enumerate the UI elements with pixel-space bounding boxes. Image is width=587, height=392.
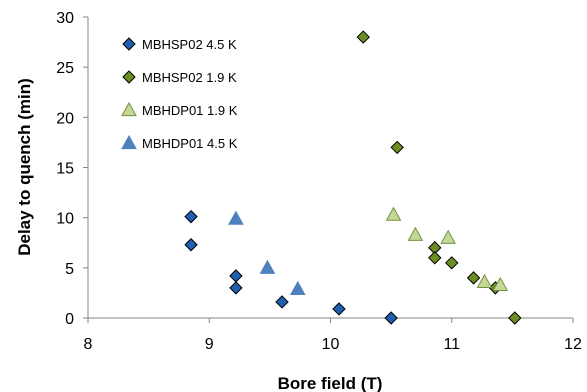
data-point <box>385 206 402 221</box>
data-point <box>466 271 481 285</box>
data-point <box>407 226 424 241</box>
y-axis-title: Delay to quench (min) <box>15 78 34 256</box>
legend-marker <box>122 70 136 84</box>
data-point <box>332 302 346 316</box>
y-tick-label: 10 <box>56 211 74 228</box>
legend-item: MBHDP01 4.5 K <box>121 134 238 151</box>
y-tick-label: 5 <box>65 261 74 278</box>
x-tick-label: 9 <box>205 336 214 353</box>
data-point <box>184 209 198 224</box>
y-tick-label: 20 <box>56 110 74 127</box>
data-point <box>275 295 289 309</box>
data-point <box>390 140 404 155</box>
data-point <box>476 273 493 288</box>
x-tick-label: 11 <box>443 336 460 353</box>
legend-label: MBHDP01 1.9 K <box>142 103 238 118</box>
axes <box>83 16 574 323</box>
series-2 <box>356 30 522 325</box>
data-point <box>289 280 306 296</box>
legend-marker <box>121 101 137 117</box>
legend-label: MBHDP01 4.5 K <box>142 136 238 151</box>
legend-item: MBHSP02 4.5 K <box>122 37 237 52</box>
data-point <box>228 210 244 225</box>
data-point <box>259 259 276 274</box>
data-points <box>184 30 522 325</box>
data-point <box>440 229 456 244</box>
series-4 <box>228 210 306 296</box>
data-point <box>356 30 370 44</box>
data-point <box>492 276 509 291</box>
y-tick-label: 0 <box>65 311 74 328</box>
data-point <box>384 311 398 325</box>
legend-marker <box>121 134 137 150</box>
legend-item: MBHSP02 1.9 K <box>122 70 237 85</box>
x-tick-label: 8 <box>84 336 93 353</box>
legend: MBHSP02 4.5 K MBHSP02 1.9 K MBHDP01 1.9 K M… <box>121 37 238 151</box>
y-tick-label: 30 <box>56 10 74 27</box>
y-tick-label: 15 <box>56 161 74 178</box>
x-tick-label: 12 <box>564 336 582 353</box>
legend-item: MBHDP01 1.9 K <box>121 101 238 118</box>
x-tick-label: 10 <box>322 336 340 353</box>
data-point <box>445 256 459 270</box>
data-point <box>428 251 442 265</box>
legend-label: MBHSP02 4.5 K <box>142 37 237 52</box>
tick-labels: 0 5 10 15 20 25 30 8 9 10 11 12 <box>56 10 582 353</box>
data-point <box>184 238 198 252</box>
series-1 <box>184 209 398 325</box>
y-tick-label: 25 <box>56 60 74 77</box>
x-axis-title: Bore field (T) <box>278 374 383 392</box>
data-point <box>508 311 522 325</box>
legend-label: MBHSP02 1.9 K <box>142 70 237 85</box>
legend-marker <box>122 37 136 51</box>
data-point <box>229 269 243 283</box>
series-3 <box>385 206 509 291</box>
data-point <box>229 281 243 295</box>
